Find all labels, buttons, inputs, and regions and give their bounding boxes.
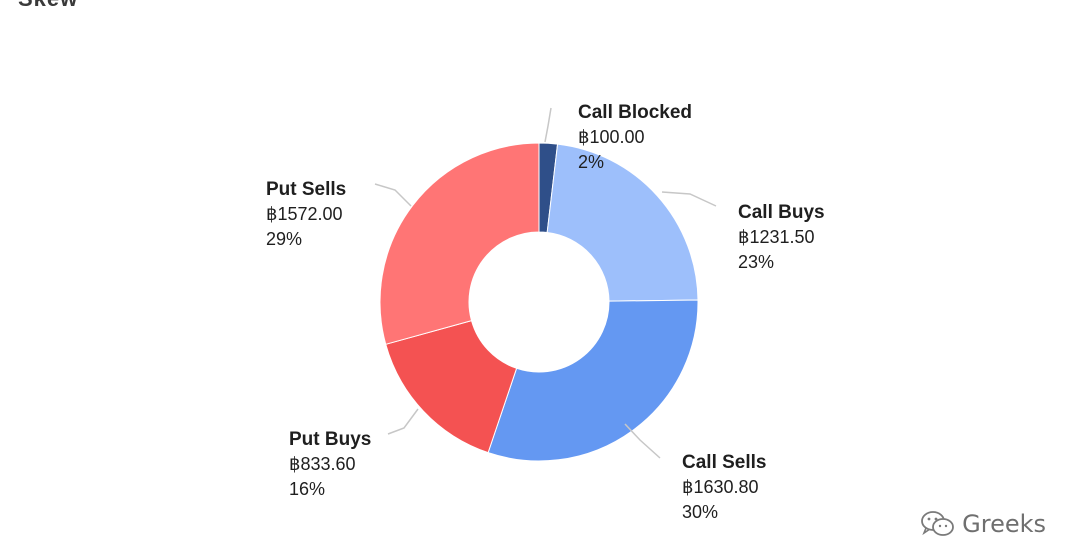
slice-percent-call-blocked: 2% <box>578 152 604 172</box>
leader-line-call-blocked <box>544 107 552 143</box>
leader-line-call-buys <box>661 191 717 207</box>
slice-label-call-blocked: Call Blocked <box>578 102 692 123</box>
slice-label-put-buys: Put Buys <box>289 429 371 450</box>
slice-call-buys <box>546 143 699 302</box>
leader-line-put-sells <box>374 183 412 207</box>
leader-lines-layer <box>374 107 717 459</box>
slice-value-call-blocked: ฿100.00 <box>578 127 645 147</box>
slice-percent-call-sells: 30% <box>682 502 718 522</box>
leader-line-put-buys <box>387 408 419 435</box>
slice-call-sells <box>487 299 699 462</box>
slice-value-call-sells: ฿1630.80 <box>682 477 759 497</box>
slice-value-call-buys: ฿1231.50 <box>738 227 815 247</box>
slice-put-sells <box>379 142 540 345</box>
slice-value-put-buys: ฿833.60 <box>289 454 356 474</box>
watermark: Greeks <box>920 509 1046 539</box>
slice-label-put-sells: Put Sells <box>266 179 346 200</box>
slice-label-call-buys: Call Buys <box>738 202 825 223</box>
slice-value-put-sells: ฿1572.00 <box>266 204 343 224</box>
watermark-text: Greeks <box>962 510 1046 538</box>
brand-logo: Skew <box>18 0 78 12</box>
wechat-icon <box>921 511 955 536</box>
slice-percent-put-sells: 29% <box>266 229 302 249</box>
brand-logo-text: Skew <box>18 0 78 11</box>
leader-line-call-sells <box>624 423 661 459</box>
slice-percent-call-buys: 23% <box>738 252 774 272</box>
slices-layer <box>379 142 699 462</box>
slice-label-call-sells: Call Sells <box>682 452 767 473</box>
slice-percent-put-buys: 16% <box>289 479 325 499</box>
slice-put-buys <box>385 320 518 454</box>
labels-layer: Call Blocked ฿100.00 2% Call Buys ฿1231.50 23… <box>266 102 825 522</box>
